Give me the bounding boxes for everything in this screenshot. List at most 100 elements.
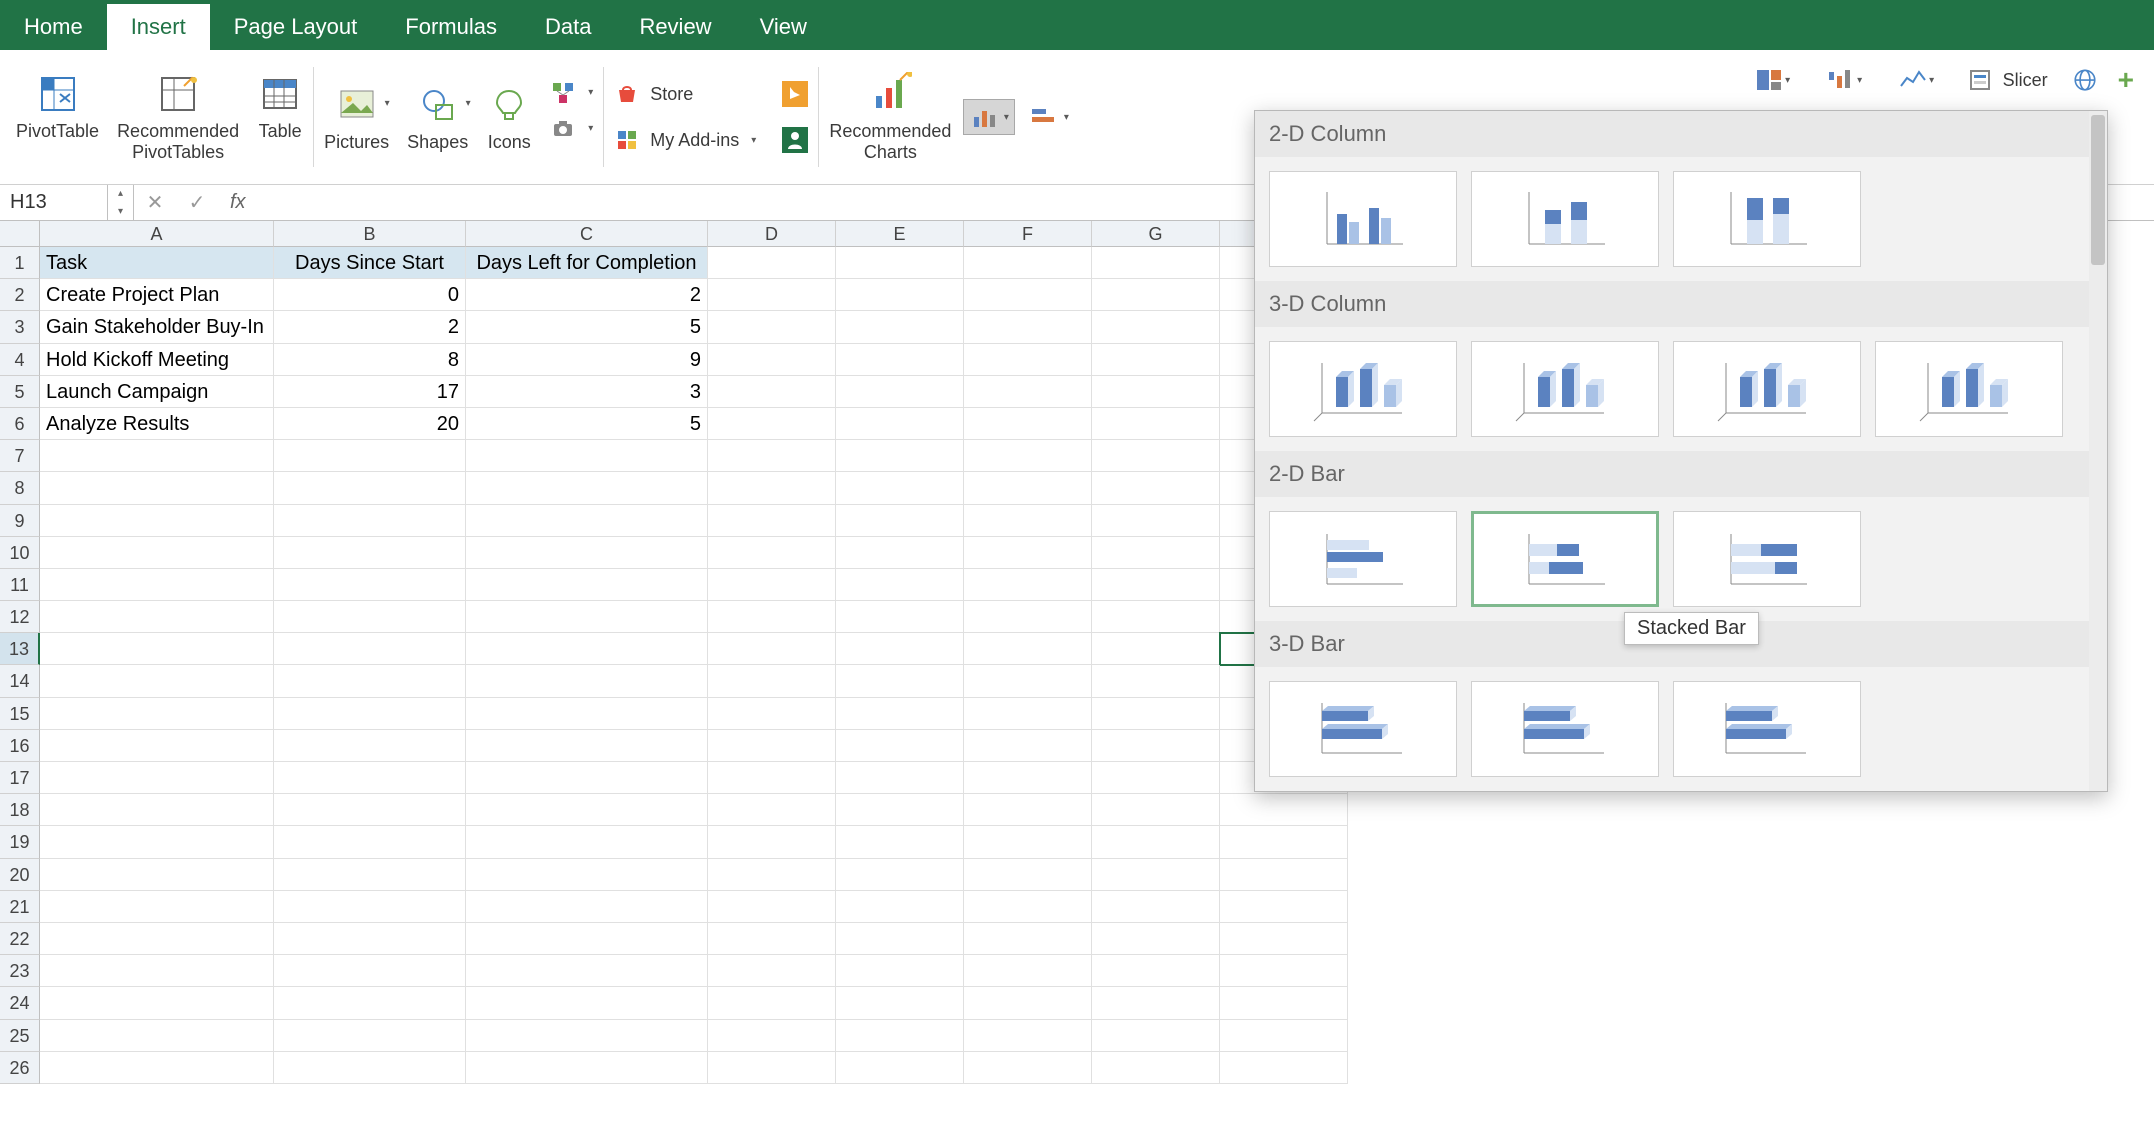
cell-B16[interactable] [274,730,466,762]
cell-C20[interactable] [466,859,708,891]
cell-D13[interactable] [708,633,836,665]
cell-G22[interactable] [1092,923,1220,955]
cell-G7[interactable] [1092,440,1220,472]
cell-E11[interactable] [836,569,964,601]
globe-icon[interactable] [2072,67,2098,93]
row-header-1[interactable]: 1 [0,247,40,279]
cell-D19[interactable] [708,826,836,858]
row-header-18[interactable]: 18 [0,794,40,826]
cell-E1[interactable] [836,247,964,279]
cell-B17[interactable] [274,762,466,794]
cell-C25[interactable] [466,1020,708,1052]
cell-B2[interactable]: 0 [274,279,466,311]
cell-C8[interactable] [466,472,708,504]
bing-maps-button[interactable] [778,79,812,109]
cell-G23[interactable] [1092,955,1220,987]
cell-D3[interactable] [708,311,836,343]
cell-B15[interactable] [274,698,466,730]
cell-B4[interactable]: 8 [274,344,466,376]
cell-E21[interactable] [836,891,964,923]
row-header-12[interactable]: 12 [0,601,40,633]
chart-thumb-100-stacked-bar[interactable] [1673,511,1861,607]
cell-F26[interactable] [964,1052,1092,1084]
cell-C24[interactable] [466,987,708,1019]
cell-A12[interactable] [40,601,274,633]
cell-D15[interactable] [708,698,836,730]
cell-B10[interactable] [274,537,466,569]
cell-E19[interactable] [836,826,964,858]
chart-thumb-3d-column[interactable] [1875,341,2063,437]
cell-A23[interactable] [40,955,274,987]
cell-C4[interactable]: 9 [466,344,708,376]
row-header-16[interactable]: 16 [0,730,40,762]
chart-thumb-clustered-bar[interactable] [1269,511,1457,607]
cell-E4[interactable] [836,344,964,376]
tab-formulas[interactable]: Formulas [381,4,521,50]
cancel-formula-button[interactable]: ✕ [134,190,176,215]
tab-home[interactable]: Home [0,4,107,50]
cell-A2[interactable]: Create Project Plan [40,279,274,311]
cell-E17[interactable] [836,762,964,794]
my-addins-button[interactable]: My Add-ins ▾ [610,125,760,155]
cell-G26[interactable] [1092,1052,1220,1084]
cell-H23[interactable] [1220,955,1348,987]
cell-A1[interactable]: Task [40,247,274,279]
cell-E5[interactable] [836,376,964,408]
cell-A6[interactable]: Analyze Results [40,408,274,440]
cell-F20[interactable] [964,859,1092,891]
cell-E23[interactable] [836,955,964,987]
column-header-E[interactable]: E [836,221,964,247]
cell-A3[interactable]: Gain Stakeholder Buy-In [40,311,274,343]
cell-E3[interactable] [836,311,964,343]
cell-C17[interactable] [466,762,708,794]
cell-A25[interactable] [40,1020,274,1052]
fx-label[interactable]: fx [218,191,258,214]
cell-C21[interactable] [466,891,708,923]
cell-C23[interactable] [466,955,708,987]
cell-D10[interactable] [708,537,836,569]
cell-D26[interactable] [708,1052,836,1084]
cell-F19[interactable] [964,826,1092,858]
cell-D4[interactable] [708,344,836,376]
cell-G16[interactable] [1092,730,1220,762]
cell-G21[interactable] [1092,891,1220,923]
slicer-button[interactable]: Slicer [1963,65,2052,95]
cell-B5[interactable]: 17 [274,376,466,408]
cell-F24[interactable] [964,987,1092,1019]
cell-D17[interactable] [708,762,836,794]
spinner-down-icon[interactable]: ▾ [108,203,133,221]
cell-A5[interactable]: Launch Campaign [40,376,274,408]
cell-D18[interactable] [708,794,836,826]
cell-G20[interactable] [1092,859,1220,891]
shapes-button[interactable]: ▾ Shapes [403,78,472,157]
cell-D1[interactable] [708,247,836,279]
row-header-5[interactable]: 5 [0,376,40,408]
cell-B21[interactable] [274,891,466,923]
cell-H26[interactable] [1220,1052,1348,1084]
cell-E6[interactable] [836,408,964,440]
row-header-14[interactable]: 14 [0,665,40,697]
row-header-7[interactable]: 7 [0,440,40,472]
screenshot-button[interactable]: ▾ [546,114,597,144]
cell-A9[interactable] [40,505,274,537]
table-button[interactable]: Table [253,67,307,166]
cell-F10[interactable] [964,537,1092,569]
cell-G3[interactable] [1092,311,1220,343]
cell-G17[interactable] [1092,762,1220,794]
cell-A24[interactable] [40,987,274,1019]
cell-E14[interactable] [836,665,964,697]
cell-F12[interactable] [964,601,1092,633]
cell-G13[interactable] [1092,633,1220,665]
pivot-table-button[interactable]: PivotTable [12,67,103,166]
chart-thumb-stacked-column[interactable] [1471,171,1659,267]
cell-D5[interactable] [708,376,836,408]
cell-G1[interactable] [1092,247,1220,279]
cell-E12[interactable] [836,601,964,633]
cell-C7[interactable] [466,440,708,472]
cell-F2[interactable] [964,279,1092,311]
cell-G18[interactable] [1092,794,1220,826]
cell-B14[interactable] [274,665,466,697]
tab-review[interactable]: Review [615,4,735,50]
cell-D22[interactable] [708,923,836,955]
cell-C10[interactable] [466,537,708,569]
